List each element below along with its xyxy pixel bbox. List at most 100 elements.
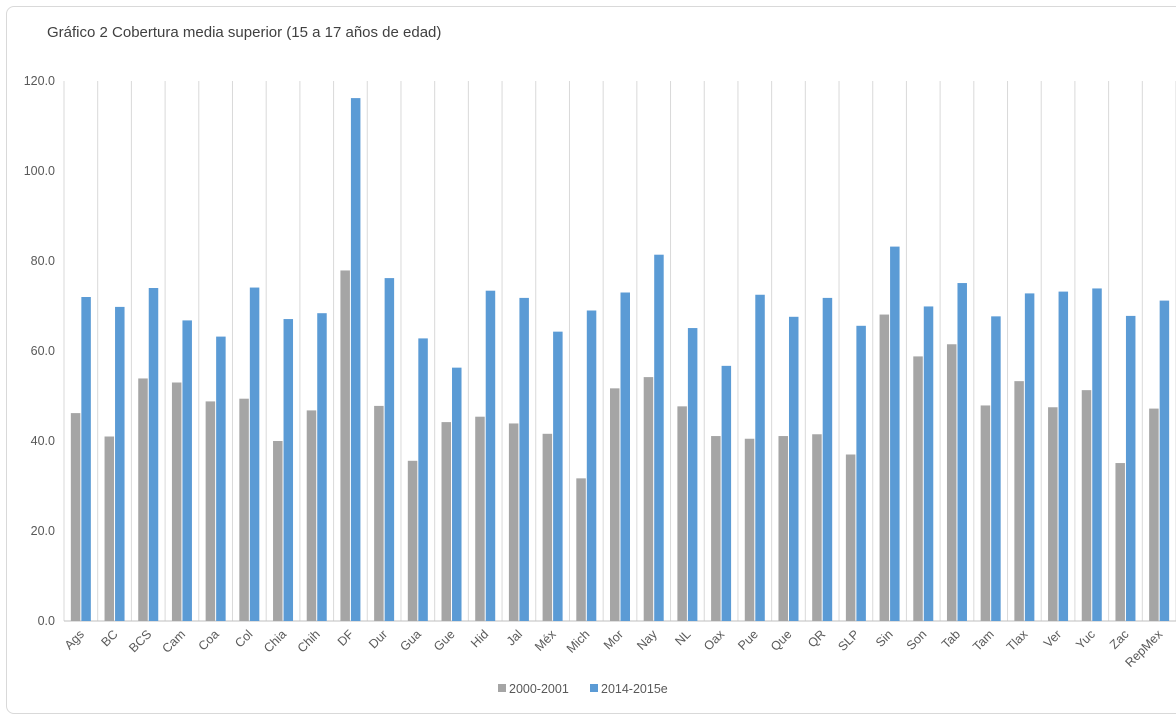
bar-2000-2001 [879,314,890,621]
bar-2014-2015e [890,246,900,621]
bar-2014-2015e [283,319,294,621]
bar-2014-2015e [991,316,1001,621]
legend-swatch [590,684,598,692]
bar-2000-2001 [407,460,418,621]
y-tick-label: 40.0 [31,434,55,448]
bar-2014-2015e [788,316,799,621]
chart-title: Gráfico 2 Cobertura media superior (15 a… [47,24,442,41]
x-tick-label: SLP [835,627,862,654]
bar-2000-2001 [778,436,788,621]
bar-2014-2015e [822,297,833,621]
y-tick-label: 0.0 [38,614,55,628]
bar-2000-2001 [374,405,384,621]
x-tick-label: Sin [873,627,896,650]
x-tick-label: Que [768,627,795,654]
bar-2000-2001 [508,423,519,621]
x-tick-label: Tlax [1004,627,1031,654]
legend-label: 2014-2015e [601,682,668,696]
x-tick-label: RepMex [1122,627,1165,670]
bar-2000-2001 [980,405,991,621]
legend-label: 2000-2001 [509,682,569,696]
bar-2000-2001 [845,454,856,621]
bar-2014-2015e [452,367,462,621]
bar-2014-2015e [1024,293,1035,621]
bar-2000-2001 [1081,390,1092,621]
bar-2000-2001 [138,378,148,621]
x-tick-label: Cam [159,627,188,656]
x-tick-label: Gue [431,627,458,654]
bar-2014-2015e [317,313,327,621]
bar-2000-2001 [475,416,485,621]
bar-2014-2015e [182,320,192,621]
bar-2014-2015e [485,290,496,621]
bar-2014-2015e [1058,291,1069,621]
bar-2014-2015e [721,365,732,621]
bar-2000-2001 [812,434,822,621]
bar-2014-2015e [755,294,765,621]
bar-2014-2015e [350,98,361,622]
x-tick-label: Coa [196,627,222,653]
bar-2000-2001 [1149,408,1159,621]
bar-2014-2015e [249,287,260,621]
x-tick-label: Mor [601,627,626,652]
bar-2000-2001 [239,398,249,621]
y-tick-label: 120.0 [24,74,55,88]
y-tick-label: 100.0 [24,164,55,178]
bar-2014-2015e [1125,315,1136,621]
x-tick-label: Chih [295,627,323,655]
bar-2014-2015e [957,283,967,621]
bar-2000-2001 [70,413,81,621]
x-tick-label: Col [232,627,255,650]
bar-2000-2001 [1048,407,1058,621]
bar-2000-2001 [744,438,755,621]
x-tick-label: Tam [970,627,997,654]
x-tick-label: Ver [1041,627,1064,650]
bar-2014-2015e [81,297,91,621]
bar-2000-2001 [643,377,654,621]
x-tick-label: Son [904,627,930,653]
x-tick-label: Jal [504,627,525,648]
x-tick-label: Mich [564,627,593,656]
x-tick-label: Pue [735,627,761,653]
x-tick-label: NL [672,627,693,648]
y-tick-label: 80.0 [31,254,55,268]
y-tick-label: 20.0 [31,524,55,538]
x-tick-label: Tab [939,627,963,651]
bar-2000-2001 [946,344,957,621]
x-tick-label: Ags [62,627,87,652]
bar-2014-2015e [148,288,159,621]
x-tick-label: Hid [468,627,491,650]
bar-2014-2015e [115,306,125,621]
bar-2000-2001 [441,422,452,621]
bar-2000-2001 [576,478,586,621]
bar-2014-2015e [586,310,597,621]
x-tick-label: Zac [1107,627,1132,652]
bar-2014-2015e [553,331,563,621]
bar-2014-2015e [687,328,698,621]
bar-2000-2001 [542,433,553,621]
bar-2014-2015e [856,325,866,621]
bar-2014-2015e [216,336,226,621]
x-tick-label: Dur [366,627,390,651]
bar-2000-2001 [205,401,216,621]
bar-2014-2015e [519,297,529,621]
x-tick-label: Nay [634,627,660,653]
x-tick-label: Gua [397,627,424,654]
x-tick-label: DF [335,627,357,649]
y-tick-label: 60.0 [31,344,55,358]
x-tick-label: Chia [261,627,289,655]
bar-2014-2015e [923,306,934,621]
x-tick-label: Oax [701,627,728,654]
x-tick-label: BC [98,627,120,649]
bar-2014-2015e [384,278,395,621]
bar-2000-2001 [104,436,115,621]
bar-2000-2001 [273,441,283,621]
bar-2000-2001 [306,410,317,621]
bar-2000-2001 [677,406,687,621]
bar-2000-2001 [1014,381,1024,621]
bar-2000-2001 [913,356,923,621]
x-tick-label: Yuc [1073,627,1098,652]
bar-2014-2015e [1159,300,1170,621]
legend-swatch [498,684,506,692]
